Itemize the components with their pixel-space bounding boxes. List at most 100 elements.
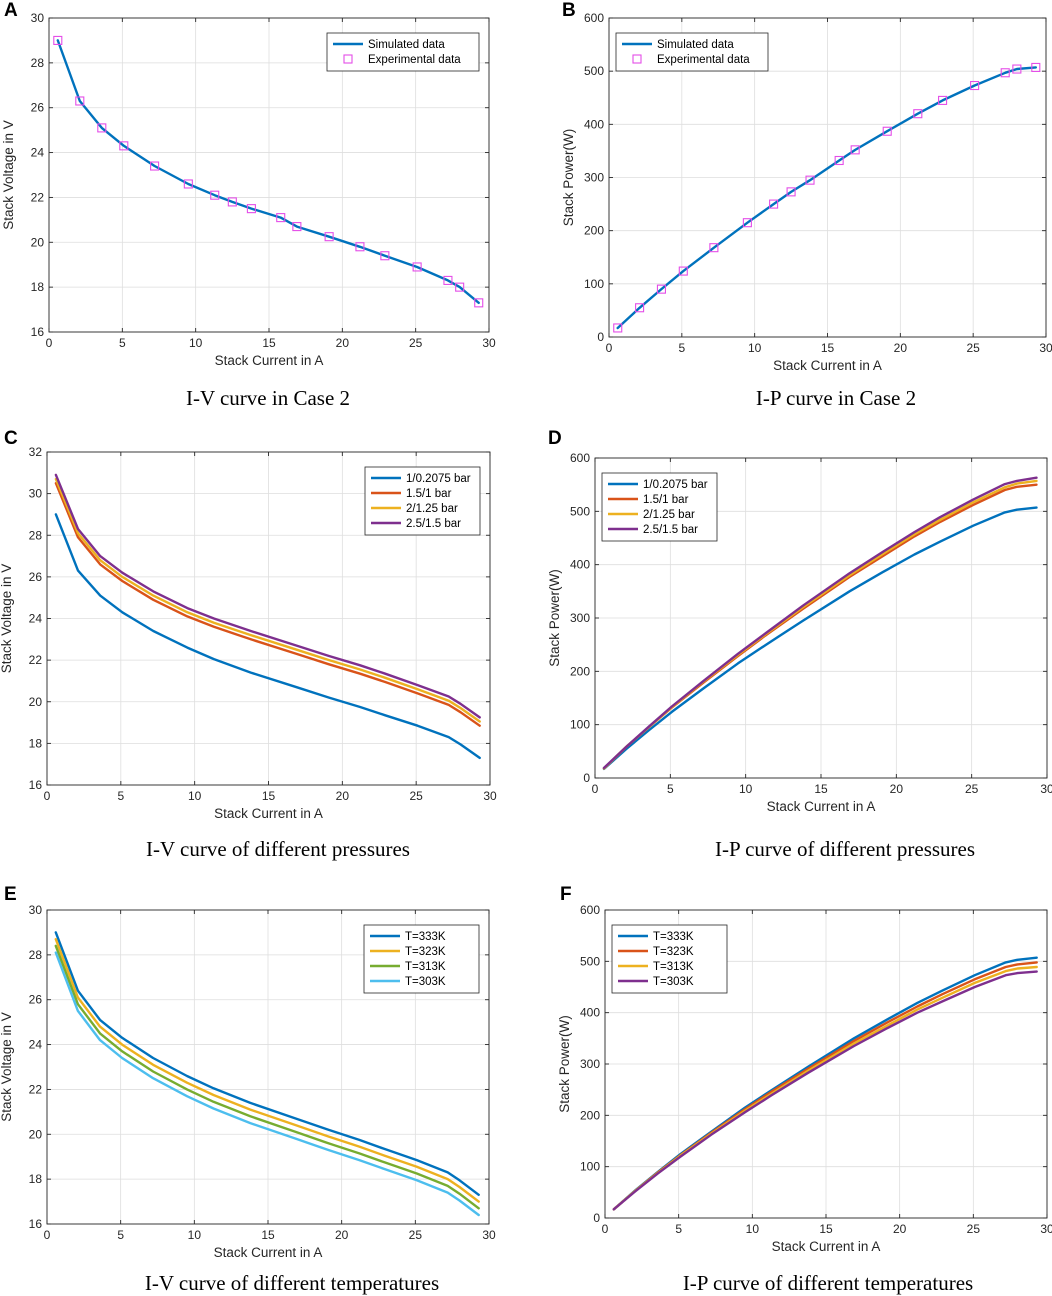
y-axis-label: Stack Power(W)	[561, 129, 576, 227]
x-tick-label: 20	[336, 789, 350, 803]
x-tick-label: 5	[678, 341, 685, 355]
y-tick-label: 300	[584, 171, 604, 185]
x-tick-label: 25	[409, 1228, 423, 1242]
legend-swatch-marker	[632, 54, 642, 64]
y-tick-label: 18	[29, 1172, 43, 1186]
data-point-marker	[834, 155, 844, 166]
series-line-1	[54, 513, 481, 760]
panel-letter: A	[4, 0, 18, 21]
y-tick-label: 24	[29, 612, 43, 626]
x-axis-label: Stack Current in A	[773, 358, 882, 373]
series-line-4	[602, 476, 1038, 770]
y-tick-label: 0	[597, 330, 604, 344]
data-point-marker	[938, 95, 948, 105]
data-point-marker	[742, 218, 752, 228]
legend-entry: T=313K	[405, 961, 446, 973]
y-tick-label: 22	[31, 190, 45, 204]
x-axis-label: Stack Current in A	[772, 1239, 881, 1254]
y-tick-label: 16	[31, 325, 45, 339]
y-tick-label: 30	[31, 11, 45, 25]
x-tick-label: 25	[409, 336, 423, 350]
legend-entry: Experimental data	[657, 54, 750, 66]
series-line-1	[602, 506, 1038, 771]
y-tick-label: 30	[29, 903, 43, 917]
y-tick-label: 300	[570, 611, 590, 625]
data-point-marker	[150, 161, 160, 171]
data-point-marker	[474, 298, 484, 308]
y-tick-label: 500	[584, 64, 604, 78]
series-markers	[613, 62, 1041, 333]
legend-entry: T=323K	[653, 946, 694, 958]
y-tick-label: 500	[580, 954, 600, 968]
x-tick-label: 5	[119, 336, 126, 350]
legend-entry: Experimental data	[368, 54, 461, 66]
data-point-marker	[769, 199, 779, 209]
y-tick-label: 100	[580, 1160, 600, 1174]
x-tick-label: 10	[739, 782, 753, 796]
legend: T=333K T=323K T=313K T=303K	[611, 924, 728, 994]
data-point-marker	[656, 284, 666, 294]
legend-entry: 1/0.2075 bar	[406, 473, 471, 485]
legend-entry: T=333K	[653, 931, 694, 943]
data-point-marker	[786, 187, 796, 197]
x-tick-label: 30	[482, 336, 496, 350]
legend: Simulated data Experimental data	[615, 32, 769, 72]
panel-c: 0 5 10 15 20 25 30 16 18 20 22 24 26 28 30 32 Stack Curr…	[0, 428, 497, 861]
data-point-marker	[246, 204, 256, 214]
panel-caption: I-V curve of different temperatures	[145, 1271, 439, 1295]
y-tick-label: 600	[570, 451, 590, 465]
legend-entry: 2/1.25 bar	[643, 509, 695, 521]
x-tick-label: 20	[893, 1222, 907, 1236]
x-tick-label: 0	[44, 1228, 51, 1242]
y-axis-label: Stack Power(W)	[557, 1015, 572, 1113]
data-point-marker	[210, 190, 220, 200]
y-tick-label: 22	[29, 653, 43, 667]
x-tick-label: 10	[748, 341, 762, 355]
data-point-marker	[412, 262, 422, 272]
y-axis-label: Stack Power(W)	[547, 569, 562, 667]
x-tick-label: 30	[1039, 341, 1052, 355]
y-tick-label: 300	[580, 1057, 600, 1071]
legend-entry: T=303K	[653, 976, 694, 988]
y-tick-label: 24	[31, 146, 45, 160]
legend-entry: T=333K	[405, 931, 446, 943]
x-tick-label: 15	[261, 1228, 275, 1242]
y-tick-label: 20	[31, 235, 45, 249]
data-point-marker	[380, 251, 390, 261]
y-tick-label: 400	[584, 117, 604, 131]
series-line-1	[54, 931, 480, 1197]
x-tick-label: 5	[667, 782, 674, 796]
x-tick-label: 15	[262, 336, 276, 350]
legend: Simulated data Experimental data	[326, 32, 480, 72]
x-tick-label: 10	[188, 789, 202, 803]
y-tick-label: 20	[29, 695, 43, 709]
y-tick-label: 400	[580, 1006, 600, 1020]
x-tick-label: 0	[46, 336, 53, 350]
legend-entry: T=303K	[405, 976, 446, 988]
series-line-4	[54, 951, 480, 1217]
legend: 1/0.2075 bar 1.5/1 bar 2/1.25 bar 2.5/1.5 b…	[364, 466, 481, 536]
data-point-marker	[75, 96, 85, 106]
y-tick-label: 400	[570, 558, 590, 572]
panel-letter: F	[560, 884, 572, 905]
y-tick-label: 600	[584, 11, 604, 25]
legend-entry: 2/1.25 bar	[406, 503, 458, 515]
legend-entry: 2.5/1.5 bar	[643, 524, 698, 536]
data-point-marker	[913, 109, 923, 119]
data-point-marker	[1031, 62, 1041, 72]
y-tick-label: 16	[29, 778, 43, 792]
panel-caption: I-P curve of different pressures	[715, 837, 975, 861]
y-tick-label: 100	[584, 277, 604, 291]
panel-caption: I-P curve in Case 2	[756, 386, 916, 410]
x-tick-label: 15	[814, 782, 828, 796]
legend-entry: 2.5/1.5 bar	[406, 518, 461, 530]
data-point-marker	[227, 197, 237, 207]
legend-entry: 1.5/1 bar	[406, 488, 452, 500]
x-tick-label: 5	[117, 789, 124, 803]
panel-letter: B	[562, 0, 576, 21]
y-tick-label: 28	[31, 56, 45, 70]
x-tick-label: 20	[894, 341, 908, 355]
panel-caption: I-V curve in Case 2	[186, 386, 350, 410]
